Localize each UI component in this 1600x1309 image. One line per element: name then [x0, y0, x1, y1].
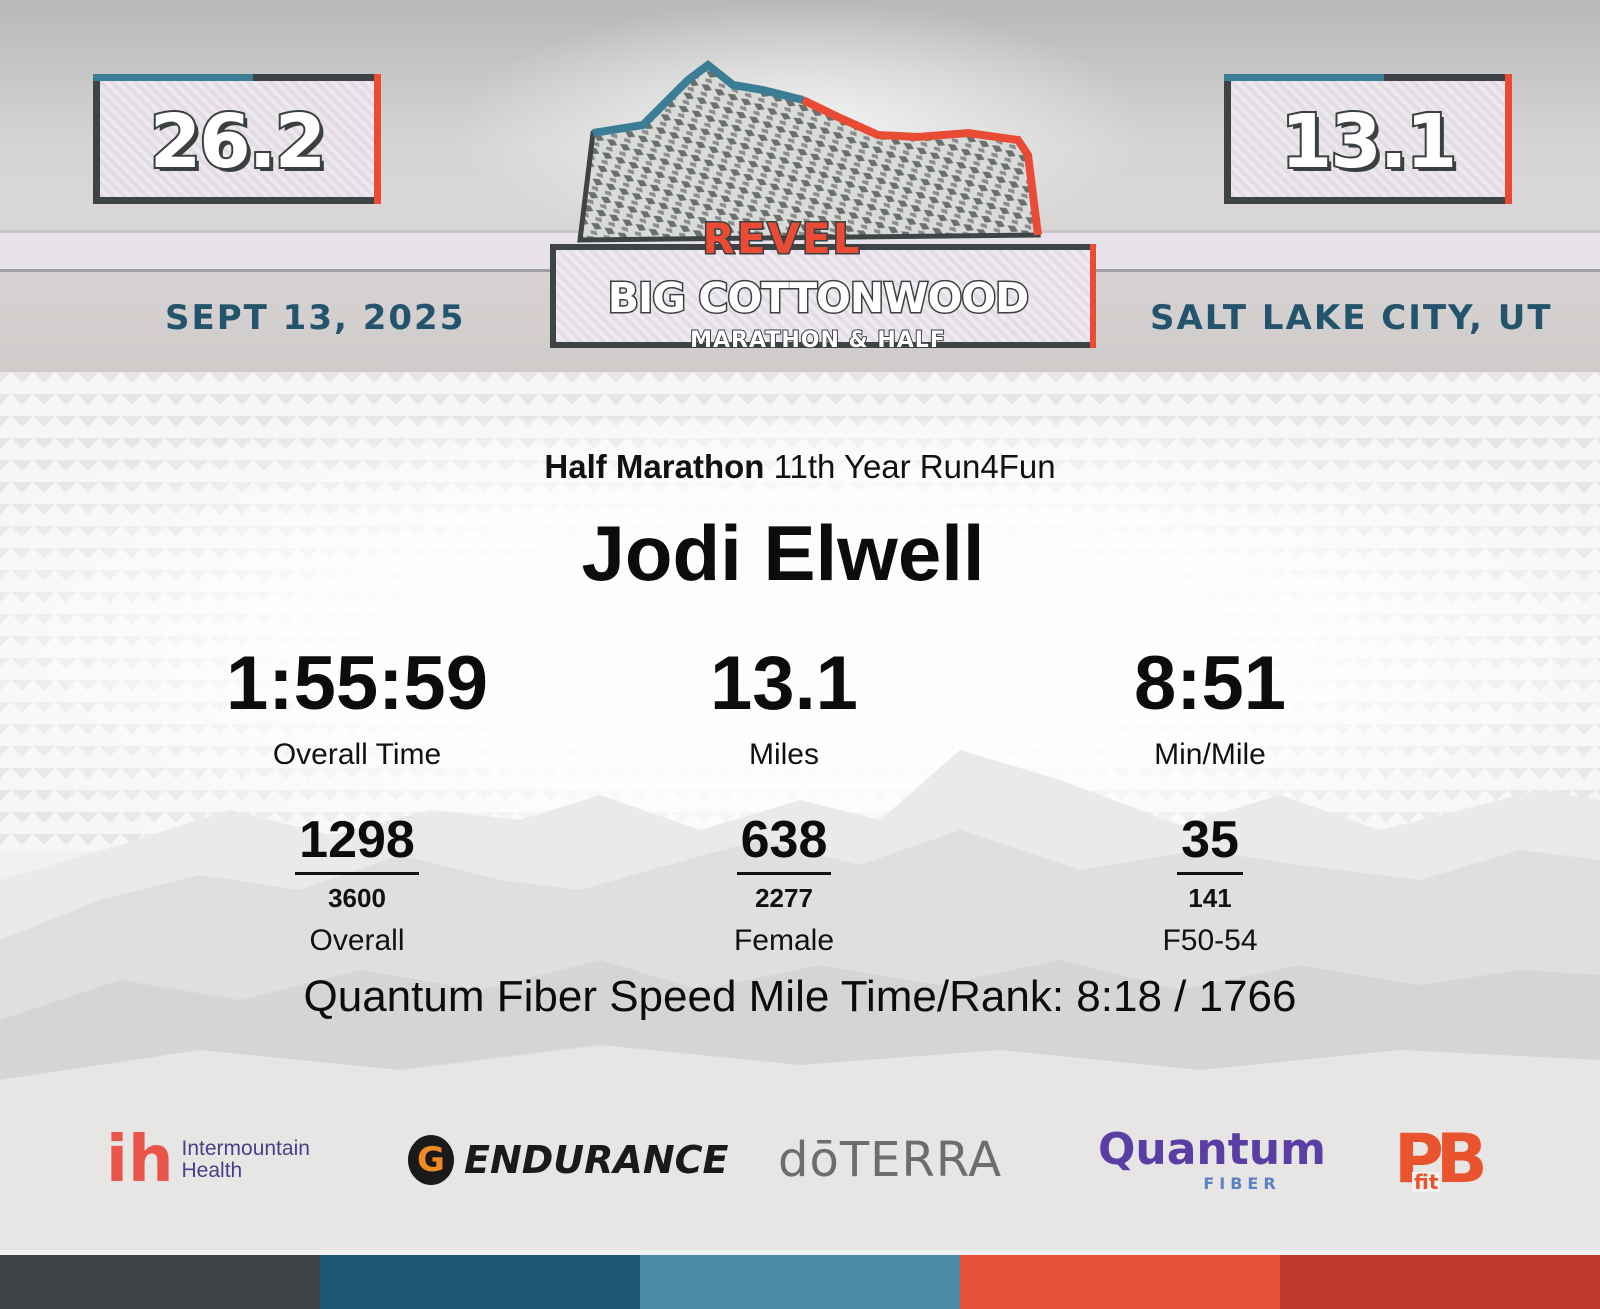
stat-value: 13.1	[710, 641, 858, 726]
rank-total: 3600	[328, 883, 386, 913]
rank-age-group: 35 141 F50-54	[1010, 814, 1410, 958]
rank-label: Overall	[309, 924, 405, 957]
bottom-color-bar	[0, 1255, 1600, 1309]
logo-badge	[550, 244, 1096, 348]
stat-label: Miles	[748, 738, 819, 771]
team-name: 11th Year Run4Fun	[773, 448, 1056, 485]
rank-overall: 1298 3600 Overall	[157, 814, 557, 958]
logo-brand: REVEL	[701, 213, 862, 265]
quantum-text: Quantum	[1098, 1123, 1326, 1175]
mountain-silhouette-icon	[0, 750, 1600, 1250]
sponsor-doterra-logo: dōTERRA	[778, 1132, 1003, 1188]
rank-label: F50-54	[1162, 924, 1258, 957]
color-segment	[960, 1255, 1280, 1309]
color-segment	[320, 1255, 640, 1309]
race-type: Half Marathon	[544, 448, 765, 485]
race-location: SALT LAKE CITY, UT	[1150, 298, 1553, 338]
intermountain-icon: ih	[106, 1123, 174, 1197]
color-segment	[1280, 1255, 1600, 1309]
race-date: SEPT 13, 2025	[165, 298, 466, 338]
marathon-distance: 26.2	[148, 97, 329, 187]
color-segment	[0, 1255, 320, 1309]
color-segment	[640, 1255, 960, 1309]
rank-total: 141	[1188, 883, 1232, 913]
half-distance: 13.1	[1279, 97, 1460, 187]
rank-label: Female	[733, 924, 835, 957]
rank-place: 638	[736, 814, 832, 875]
sponsor-gatorade-logo: G ENDURANCE	[408, 1120, 728, 1200]
sponsor-quantum-logo: Quantum FIBER	[1098, 1120, 1326, 1200]
pbfit-mark: PB fit	[1394, 1120, 1488, 1199]
gatorade-icon: G	[408, 1135, 454, 1185]
mountain-logo-icon	[577, 59, 1042, 243]
half-distance-badge: 13.1	[1224, 74, 1512, 204]
rank-place: 35	[1177, 814, 1243, 875]
stat-label: Min/Mile	[1154, 738, 1266, 771]
rank-total: 2277	[755, 883, 813, 913]
intermountain-text: Intermountain Health	[181, 1136, 310, 1182]
rank-female: 638 2277 Female	[584, 814, 984, 958]
stat-value: 8:51	[1133, 641, 1287, 726]
background-fade	[0, 420, 1600, 870]
marathon-distance-badge: 26.2	[93, 74, 381, 204]
sponsor-intermountain-logo: ih Intermountain Health	[106, 1120, 310, 1200]
speed-mile-result: Quantum Fiber Speed Mile Time/Rank: 8:18…	[303, 972, 1297, 1021]
stat-value: 1:55:59	[226, 641, 488, 726]
stat-overall-time: 1:55:59 Overall Time	[157, 646, 557, 772]
quantum-subtext: FIBER	[1203, 1173, 1281, 1193]
runner-name: Jodi Elwell	[581, 509, 985, 597]
logo-name: BIG COTTONWOOD	[606, 273, 1030, 324]
stat-label: Overall Time	[272, 738, 442, 771]
sponsor-pbfit-logo: PB fit	[1394, 1120, 1488, 1200]
stat-pace: 8:51 Min/Mile	[1010, 646, 1410, 772]
gatorade-text: ENDURANCE	[464, 1138, 729, 1182]
logo-subtitle: MARATHON & HALF	[689, 327, 946, 354]
race-line: Half Marathon 11th Year Run4Fun	[0, 448, 1600, 486]
stat-miles: 13.1 Miles	[584, 646, 984, 772]
rank-place: 1298	[295, 814, 419, 875]
